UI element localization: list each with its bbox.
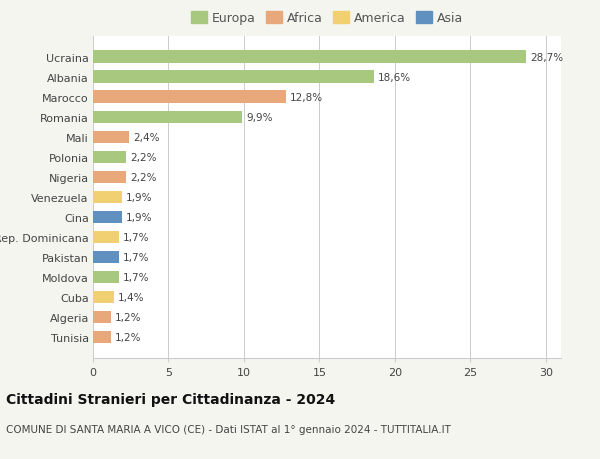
Text: 2,2%: 2,2% [130, 173, 157, 182]
Text: 1,7%: 1,7% [122, 252, 149, 262]
Text: 1,7%: 1,7% [122, 232, 149, 242]
Bar [93, 191, 122, 203]
Bar [93, 291, 114, 303]
Text: 1,9%: 1,9% [125, 213, 152, 222]
Text: 1,4%: 1,4% [118, 292, 145, 302]
Bar [93, 111, 242, 123]
Bar [93, 271, 119, 284]
Bar [93, 51, 526, 64]
Bar [93, 311, 111, 324]
Bar [93, 331, 111, 343]
Text: 1,2%: 1,2% [115, 332, 142, 342]
Text: 2,4%: 2,4% [133, 133, 160, 142]
Bar [93, 71, 374, 84]
Bar [93, 171, 126, 184]
Text: 1,7%: 1,7% [122, 272, 149, 282]
Text: 9,9%: 9,9% [246, 112, 273, 123]
Bar [93, 151, 126, 163]
Text: COMUNE DI SANTA MARIA A VICO (CE) - Dati ISTAT al 1° gennaio 2024 - TUTTITALIA.I: COMUNE DI SANTA MARIA A VICO (CE) - Dati… [6, 425, 451, 435]
Text: 2,2%: 2,2% [130, 152, 157, 162]
Bar [93, 251, 119, 263]
Bar [93, 131, 129, 144]
Text: 1,2%: 1,2% [115, 312, 142, 322]
Legend: Europa, Africa, America, Asia: Europa, Africa, America, Asia [188, 9, 466, 27]
Text: 1,9%: 1,9% [125, 192, 152, 202]
Text: 12,8%: 12,8% [290, 92, 323, 102]
Text: 28,7%: 28,7% [530, 52, 563, 62]
Bar [93, 211, 122, 224]
Bar [93, 231, 119, 244]
Text: Cittadini Stranieri per Cittadinanza - 2024: Cittadini Stranieri per Cittadinanza - 2… [6, 392, 335, 406]
Text: 18,6%: 18,6% [377, 73, 410, 83]
Bar [93, 91, 286, 104]
